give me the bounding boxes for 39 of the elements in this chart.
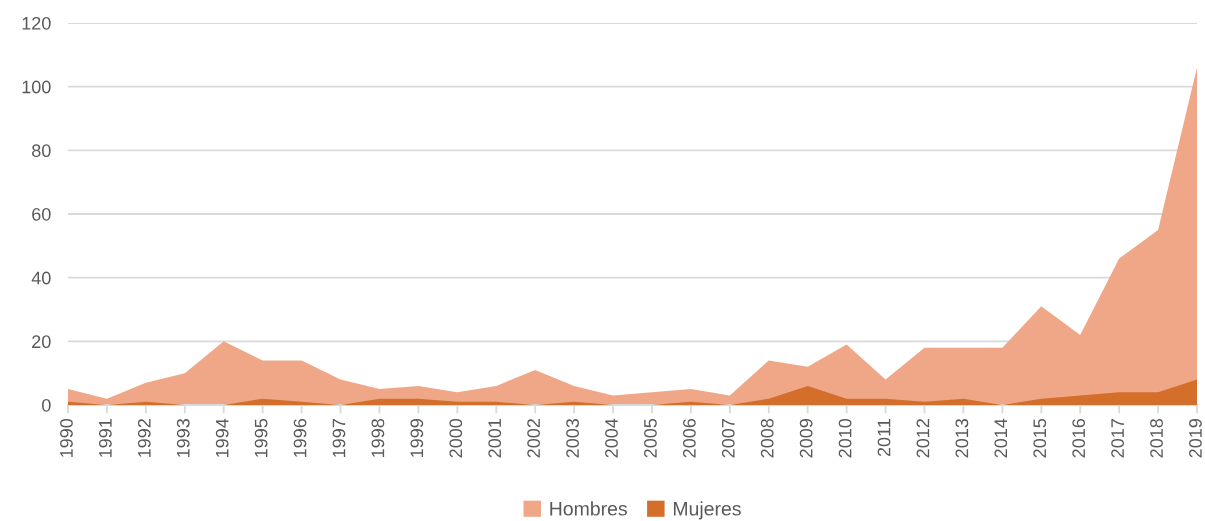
x-tick-label: 2011 (877, 419, 891, 457)
x-tick-label: 2002 (527, 419, 541, 458)
y-tick-label: 0 (42, 398, 51, 412)
y-tick-label: 120 (22, 16, 51, 30)
x-tick-label: 1992 (137, 419, 151, 457)
x-tick-label: 2007 (721, 419, 735, 458)
x-tick-label: 1999 (410, 419, 424, 457)
x-tick-label: 1998 (371, 418, 385, 457)
x-tick-label: 2004 (605, 418, 618, 458)
x-tick-label: 2014 (994, 418, 1008, 458)
x-tick-label: 2010 (838, 418, 852, 458)
legend-label: Hombres (550, 501, 627, 516)
x-tick-label: 1991 (98, 419, 112, 457)
x-tick-label: 2003 (566, 418, 579, 458)
x-tick-label: 2008 (760, 418, 774, 458)
x-tick-label: 2005 (644, 418, 657, 458)
legend-label: Mujeres (673, 501, 741, 520)
x-tick-label: 2017 (1111, 419, 1124, 458)
x-tick-label: 2006 (682, 418, 696, 458)
y-tick-label: 100 (22, 80, 51, 94)
y-tick-label: 20 (32, 335, 51, 349)
y-tick-label: 60 (32, 207, 51, 221)
x-tick-label: 2013 (955, 418, 969, 458)
x-tick-label: 1997 (332, 419, 346, 457)
x-tick-label: 2000 (449, 418, 463, 458)
x-tick-label: 2019 (1189, 419, 1202, 458)
x-tick-label: 2016 (1072, 418, 1086, 458)
x-tick-label: 2009 (799, 419, 813, 458)
x-tick-label: 1990 (60, 418, 73, 457)
y-tick-label: 40 (31, 271, 51, 285)
x-tick-label: 1995 (254, 418, 268, 457)
x-tick-label: 1996 (293, 418, 307, 457)
x-tick-label: 2015 (1033, 418, 1047, 458)
x-tick-label: 2001 (488, 419, 502, 458)
x-tick-label: 1994 (215, 418, 229, 457)
y-tick-label: 80 (32, 144, 51, 158)
x-tick-label: 2012 (916, 419, 930, 458)
x-tick-label: 2018 (1150, 418, 1163, 458)
x-tick-label: 1993 (176, 418, 190, 457)
